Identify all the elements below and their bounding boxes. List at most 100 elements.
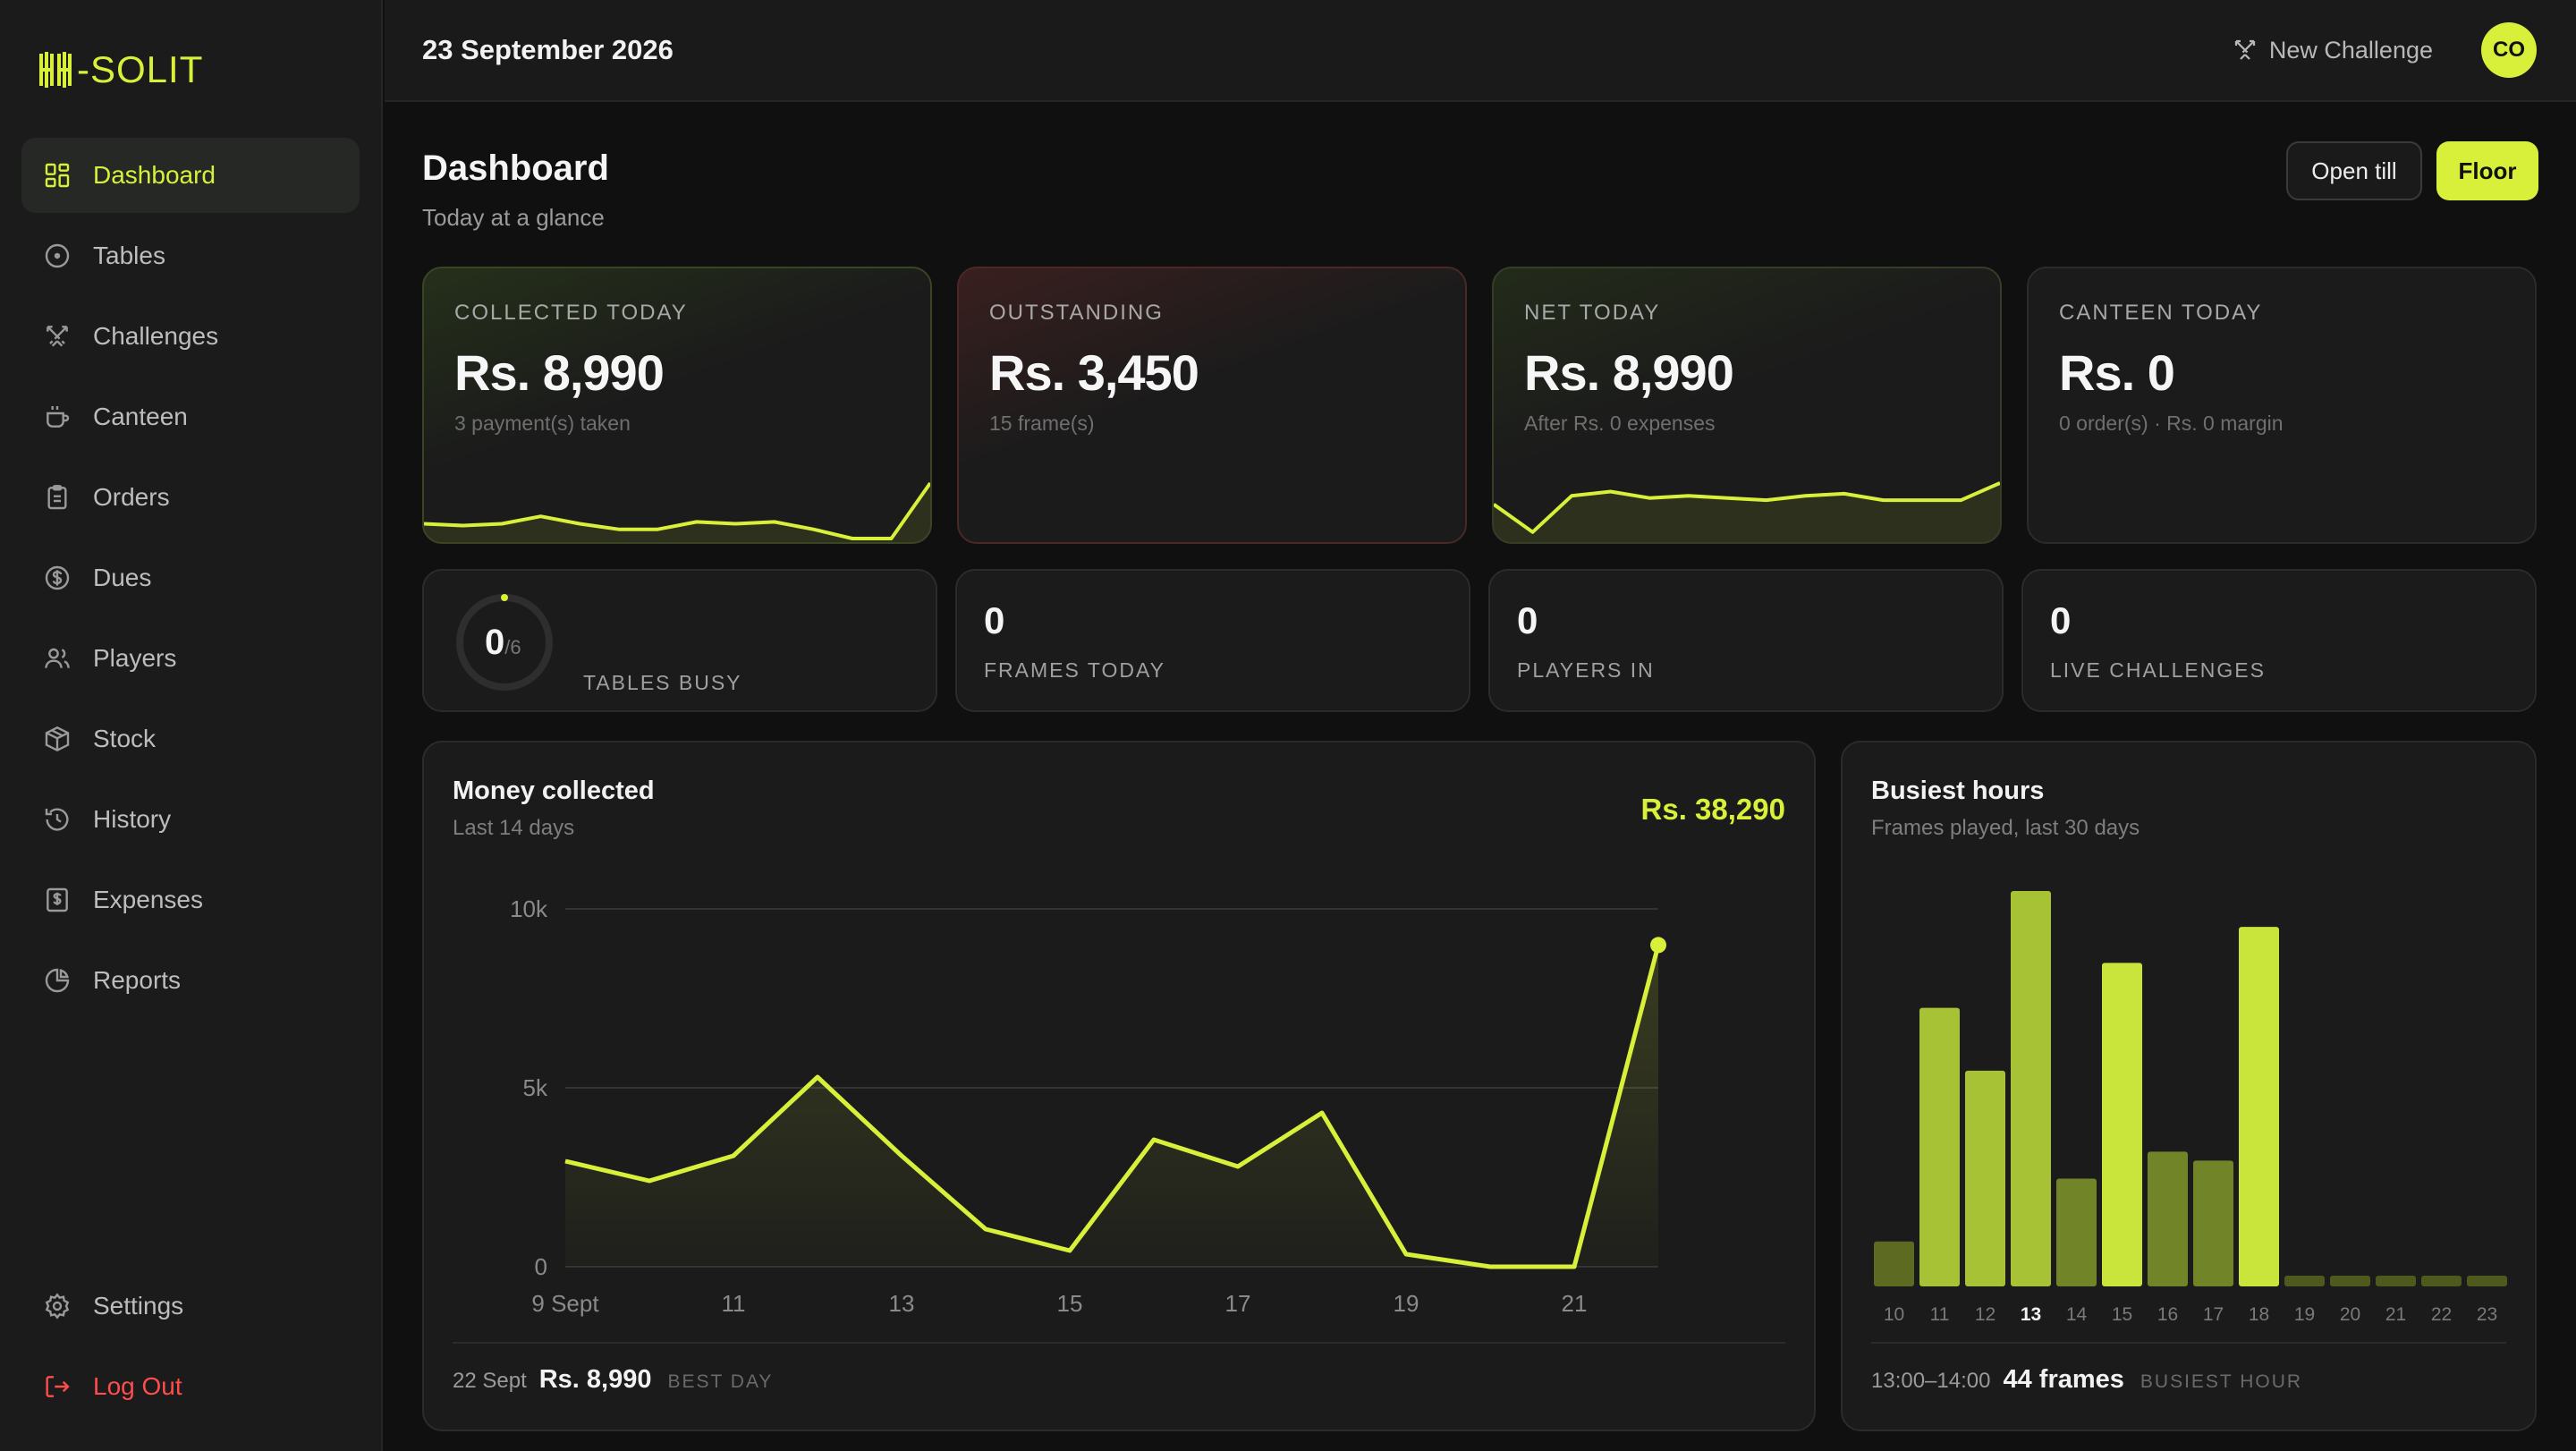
y-tick-label: 0 — [535, 1253, 547, 1280]
settings-label: Settings — [93, 1292, 184, 1319]
x-tick-label: 23 — [2477, 1304, 2497, 1325]
x-tick-label: 22 — [2431, 1304, 2452, 1325]
y-tick-label: 5k — [523, 1074, 548, 1101]
best-day-tag: BEST DAY — [667, 1371, 774, 1392]
sidebar-item-label: Orders — [93, 483, 170, 511]
sparkline — [424, 481, 930, 542]
sidebar-item-dashboard[interactable]: Dashboard — [21, 138, 360, 213]
sparkline-line — [1494, 481, 2000, 534]
bar — [2421, 1276, 2462, 1286]
sidebar-item-history[interactable]: History — [21, 782, 360, 857]
avatar[interactable]: CO — [2481, 22, 2537, 78]
pie-chart-icon — [45, 968, 70, 993]
page-title: Dashboard — [422, 148, 609, 188]
sidebar-item-label: Dues — [93, 564, 152, 591]
app-logo[interactable]: -SOLIT — [38, 47, 203, 93]
x-tick-label: 21 — [2385, 1304, 2406, 1325]
x-tick-label: 12 — [1975, 1304, 1996, 1325]
divider — [453, 1342, 1785, 1344]
x-tick-label: 15 — [2112, 1304, 2132, 1325]
live-challenges-value: 0 — [2050, 599, 2072, 641]
stat-value: Rs. 0 — [2059, 344, 2175, 401]
bar — [2193, 1160, 2233, 1286]
last-point — [1650, 937, 1666, 954]
stat-card-collected-today: COLLECTED TODAY Rs. 8,990 3 payment(s) t… — [422, 267, 932, 544]
tables-busy-value: 0/6 — [485, 623, 521, 663]
swords-icon — [2234, 39, 2256, 60]
grid-icon — [45, 163, 70, 188]
users-icon — [45, 648, 70, 668]
sparkline-line — [424, 481, 930, 540]
table-circle-icon — [45, 243, 70, 268]
sidebar-item-players[interactable]: Players — [21, 621, 360, 696]
stat-label: NET TODAY — [1524, 301, 1661, 325]
busy-footer: 13:00–14:00 44 frames BUSIEST HOUR — [1871, 1365, 2302, 1395]
stat-value: Rs. 3,450 — [989, 344, 1199, 401]
x-tick-label: 13 — [889, 1290, 915, 1317]
app-name: -SOLIT — [77, 48, 204, 90]
x-tick-label: 13 — [2021, 1304, 2041, 1325]
area-fill — [565, 945, 1658, 1267]
bar — [2376, 1276, 2416, 1286]
divider — [1871, 1342, 2506, 1344]
open-till-button[interactable]: Open till — [2286, 141, 2422, 200]
sidebar-item-expenses[interactable]: Expenses — [21, 862, 360, 938]
series-line — [564, 944, 1661, 1269]
y-tick-label: 10k — [510, 895, 548, 922]
best-day-value: Rs. 8,990 — [538, 1365, 652, 1394]
sidebar-item-label: Dashboard — [93, 161, 216, 189]
bar — [2467, 1276, 2507, 1286]
logout-icon — [46, 1376, 70, 1397]
frames-today-label: FRAMES TODAY — [984, 658, 1165, 682]
new-challenge-button[interactable]: New Challenge — [2232, 30, 2433, 70]
logout-button[interactable]: Log Out — [21, 1349, 360, 1424]
floor-button[interactable]: Floor — [2436, 141, 2538, 200]
bar — [1874, 1241, 1914, 1286]
sidebar-item-orders[interactable]: Orders — [21, 460, 360, 535]
clipboard-icon — [47, 485, 67, 510]
bar — [2330, 1276, 2370, 1286]
stat-note: 0 order(s) · Rs. 0 margin — [2059, 412, 2284, 435]
stat-value: Rs. 8,990 — [454, 344, 665, 401]
x-tick-label: 10 — [1884, 1304, 1904, 1325]
sidebar-item-settings[interactable]: Settings — [21, 1269, 360, 1344]
sidebar-item-label: Tables — [93, 242, 165, 269]
players-in-value: 0 — [1517, 599, 1538, 641]
x-tick-label: 16 — [2157, 1304, 2178, 1325]
players-in-card[interactable]: 0 PLAYERS IN — [1488, 569, 2004, 712]
sidebar-item-canteen[interactable]: Canteen — [21, 379, 360, 454]
logout-label: Log Out — [93, 1372, 182, 1400]
sidebar-item-label: Expenses — [93, 886, 203, 913]
sidebar-item-reports[interactable]: Reports — [21, 943, 360, 1018]
sidebar-bottom: Settings Log Out — [21, 1269, 360, 1430]
x-tick-label: 9 Sept — [531, 1290, 599, 1317]
tables-busy-count: 0 — [485, 623, 505, 662]
sidebar-item-tables[interactable]: Tables — [21, 218, 360, 293]
bar — [2011, 891, 2051, 1286]
coffee-cup-icon — [47, 406, 70, 428]
best-day-date: 22 Sept — [453, 1369, 527, 1393]
bar — [2239, 927, 2279, 1286]
sidebar-item-dues[interactable]: Dues — [21, 540, 360, 615]
live-challenges-label: LIVE CHALLENGES — [2050, 658, 2266, 682]
live-challenges-card[interactable]: 0 LIVE CHALLENGES — [2021, 569, 2537, 712]
x-tick-label: 19 — [2294, 1304, 2315, 1325]
busiest-hour-tag: BUSIEST HOUR — [2140, 1371, 2303, 1392]
stat-label: CANTEEN TODAY — [2059, 301, 2263, 325]
sidebar-item-challenges[interactable]: Challenges — [21, 299, 360, 374]
stat-card-outstanding: OUTSTANDING Rs. 3,450 15 frame(s) — [957, 267, 1467, 544]
frames-today-card[interactable]: 0 FRAMES TODAY — [955, 569, 1470, 712]
money-total: Rs. 38,290 — [1640, 793, 1785, 826]
x-tick-label: 21 — [1562, 1290, 1588, 1317]
sparkline-area — [1494, 483, 2000, 542]
money-collected-card: Money collected Last 14 days Rs. 38,290 … — [422, 741, 1816, 1431]
stat-note: After Rs. 0 expenses — [1524, 412, 1716, 435]
sidebar-item-stock[interactable]: Stock — [21, 701, 360, 776]
money-line-chart: 0 5k 10k 9 Sept 11 13 15 17 19 21 — [510, 895, 1666, 1317]
sidebar-item-label: Reports — [93, 966, 182, 994]
tables-busy-card[interactable]: 0/6 TABLES BUSY — [422, 569, 937, 712]
top-bar: 23 September 2026 New Challenge CO — [385, 0, 2576, 102]
stat-label: COLLECTED TODAY — [454, 301, 688, 325]
bar — [2148, 1151, 2188, 1286]
money-footer: 22 Sept Rs. 8,990 BEST DAY — [453, 1365, 773, 1395]
